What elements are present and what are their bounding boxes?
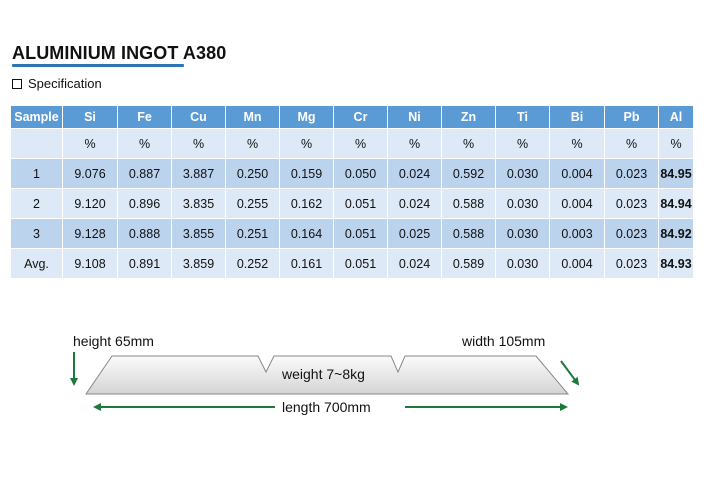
unit-cell: % — [334, 128, 388, 158]
unit-cell: % — [388, 128, 442, 158]
table-cell: 0.023 — [605, 248, 659, 278]
specification-table: Sample Si Fe Cu Mn Mg Cr Ni Zn Ti Bi Pb … — [11, 106, 693, 278]
section-heading: Specification — [12, 76, 102, 91]
unit-cell — [11, 128, 63, 158]
length-label: length 700mm — [282, 399, 371, 415]
unit-cell: % — [659, 128, 693, 158]
table-cell: 0.164 — [280, 218, 334, 248]
table-cell: 0.003 — [550, 218, 605, 248]
header-cell: Cr — [334, 106, 388, 128]
table-cell-al: 84.95 — [659, 158, 693, 188]
table-cell: 0.030 — [496, 188, 550, 218]
unit-cell: % — [605, 128, 659, 158]
width-label: width 105mm — [462, 333, 546, 349]
table-row: 1 9.076 0.887 3.887 0.250 0.159 0.050 0.… — [11, 158, 693, 188]
unit-cell: % — [226, 128, 280, 158]
table-cell: 0.023 — [605, 218, 659, 248]
header-cell: Ni — [388, 106, 442, 128]
unit-cell: % — [442, 128, 496, 158]
table-cell: 3.835 — [172, 188, 226, 218]
table-cell: 0.592 — [442, 158, 496, 188]
table-cell: 0.051 — [334, 248, 388, 278]
header-cell: Si — [63, 106, 118, 128]
header-cell: Mn — [226, 106, 280, 128]
unit-cell: % — [63, 128, 118, 158]
table-cell: 0.004 — [550, 188, 605, 218]
header-cell: Cu — [172, 106, 226, 128]
table-cell: 3.887 — [172, 158, 226, 188]
table-cell: 0.588 — [442, 188, 496, 218]
header-cell: Pb — [605, 106, 659, 128]
table-cell-al: 84.93 — [659, 248, 693, 278]
table-cell: 0.896 — [118, 188, 172, 218]
table-cell: 0.887 — [118, 158, 172, 188]
table-cell: 1 — [11, 158, 63, 188]
header-cell: Zn — [442, 106, 496, 128]
table-cell: 0.004 — [550, 248, 605, 278]
table-cell: 0.030 — [496, 158, 550, 188]
table-cell: 9.076 — [63, 158, 118, 188]
table-cell: 0.161 — [280, 248, 334, 278]
table-cell: 9.128 — [63, 218, 118, 248]
title-underline — [12, 64, 184, 67]
table-cell: 0.004 — [550, 158, 605, 188]
unit-cell: % — [550, 128, 605, 158]
unit-row: % % % % % % % % % % % % — [11, 128, 693, 158]
table-cell: 0.159 — [280, 158, 334, 188]
table-cell: 3 — [11, 218, 63, 248]
table-cell: 0.891 — [118, 248, 172, 278]
table-cell: 0.589 — [442, 248, 496, 278]
table-cell: Avg. — [11, 248, 63, 278]
table-cell: 0.025 — [388, 218, 442, 248]
header-cell: Bi — [550, 106, 605, 128]
table-cell: 0.255 — [226, 188, 280, 218]
table-cell: 0.162 — [280, 188, 334, 218]
table-cell: 0.023 — [605, 188, 659, 218]
unit-cell: % — [280, 128, 334, 158]
table-cell: 2 — [11, 188, 63, 218]
header-cell: Fe — [118, 106, 172, 128]
section-label: Specification — [28, 76, 102, 91]
unit-cell: % — [496, 128, 550, 158]
table-cell: 0.024 — [388, 248, 442, 278]
table-cell: 0.030 — [496, 248, 550, 278]
table-row: 2 9.120 0.896 3.835 0.255 0.162 0.051 0.… — [11, 188, 693, 218]
table-row: 3 9.128 0.888 3.855 0.251 0.164 0.051 0.… — [11, 218, 693, 248]
table-row: Avg. 9.108 0.891 3.859 0.252 0.161 0.051… — [11, 248, 693, 278]
table-cell-al: 84.94 — [659, 188, 693, 218]
table-cell: 0.051 — [334, 218, 388, 248]
unit-cell: % — [118, 128, 172, 158]
table-cell: 0.023 — [605, 158, 659, 188]
header-cell: Al — [659, 106, 693, 128]
table-cell: 0.888 — [118, 218, 172, 248]
table-cell: 0.250 — [226, 158, 280, 188]
table-cell: 0.024 — [388, 158, 442, 188]
table-cell-al: 84.92 — [659, 218, 693, 248]
checkbox-bullet-icon — [12, 78, 22, 89]
table-cell: 0.024 — [388, 188, 442, 218]
table-cell: 0.051 — [334, 188, 388, 218]
header-cell: Mg — [280, 106, 334, 128]
table-cell: 0.252 — [226, 248, 280, 278]
table-cell: 0.050 — [334, 158, 388, 188]
height-label: height 65mm — [73, 333, 154, 349]
table-header-row: Sample Si Fe Cu Mn Mg Cr Ni Zn Ti Bi Pb … — [11, 106, 693, 128]
unit-cell: % — [172, 128, 226, 158]
table-cell: 9.120 — [63, 188, 118, 218]
header-cell: Sample — [11, 106, 63, 128]
table-cell: 3.859 — [172, 248, 226, 278]
header-cell: Ti — [496, 106, 550, 128]
table-cell: 9.108 — [63, 248, 118, 278]
table-cell: 0.588 — [442, 218, 496, 248]
weight-label: weight 7~8kg — [282, 366, 365, 382]
width-arrow — [560, 360, 580, 386]
page-title: ALUMINIUM INGOT A380 — [12, 43, 227, 63]
table-cell: 0.251 — [226, 218, 280, 248]
table-cell: 3.855 — [172, 218, 226, 248]
table-cell: 0.030 — [496, 218, 550, 248]
